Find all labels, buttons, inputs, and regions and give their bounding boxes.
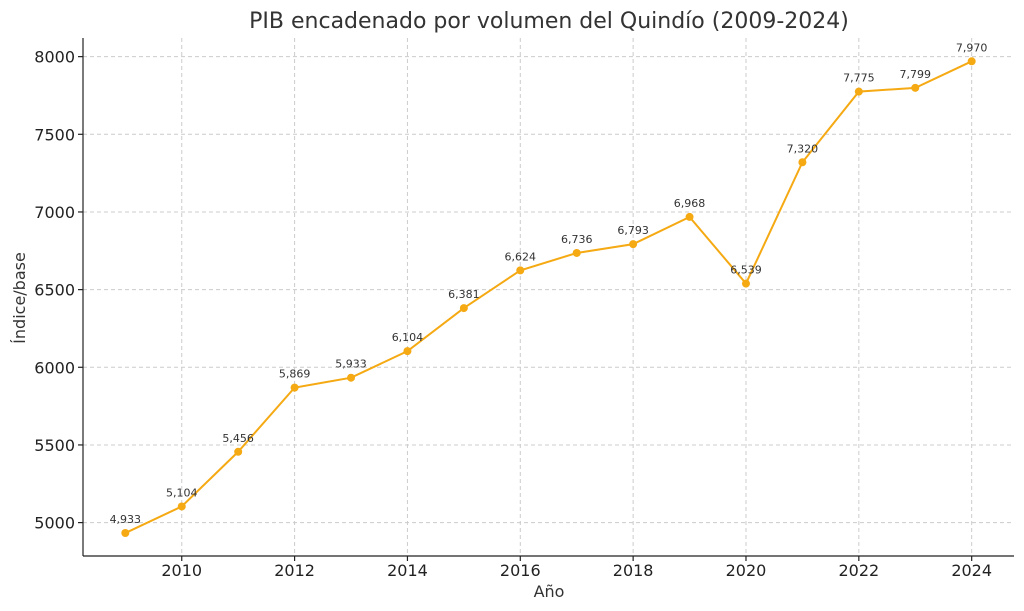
data-label: 6,736 [561, 233, 593, 246]
data-point [798, 158, 807, 167]
x-tick-label: 2024 [951, 561, 992, 580]
data-label: 4,933 [110, 513, 142, 526]
y-tick-label: 8000 [34, 48, 75, 67]
data-label: 7,799 [900, 68, 932, 81]
data-label: 6,104 [392, 331, 424, 344]
data-point [854, 87, 863, 96]
y-tick-label: 6500 [34, 281, 75, 300]
x-tick-label: 2016 [500, 561, 541, 580]
data-point [121, 529, 130, 538]
data-label: 6,539 [730, 264, 762, 277]
data-label: 5,456 [222, 432, 254, 445]
data-point [177, 502, 186, 511]
data-point [629, 240, 638, 249]
data-point [967, 57, 976, 66]
data-label: 6,968 [674, 197, 706, 210]
axes [82, 38, 1014, 557]
series [121, 57, 976, 538]
data-label: 5,869 [279, 368, 311, 381]
data-point [741, 279, 750, 288]
y-tick-label: 5000 [34, 514, 75, 533]
y-tick-label: 5500 [34, 436, 75, 455]
data-labels: 4,933 5,104 5,456 5,869 5,933 6,104 6,381 6,624… [110, 41, 988, 526]
y-tick-label: 7000 [34, 203, 75, 222]
chart-title: PIB encadenado por volumen del Quindío (… [249, 9, 849, 34]
data-point [347, 373, 356, 382]
y-tick-label: 7500 [34, 125, 75, 144]
data-point [911, 83, 920, 92]
data-point [685, 212, 694, 221]
data-point [572, 248, 581, 257]
series-line [124, 60, 973, 534]
data-label: 7,970 [956, 41, 988, 54]
x-tick-label: 2022 [838, 561, 879, 580]
data-point [290, 383, 299, 392]
y-tick-label: 6000 [34, 358, 75, 377]
data-point [234, 447, 243, 456]
x-tick-label: 2020 [726, 561, 767, 580]
x-tick-label: 2012 [274, 561, 315, 580]
data-label: 5,104 [166, 486, 198, 499]
x-tick-label: 2010 [161, 561, 202, 580]
grid [83, 38, 1014, 556]
data-point [516, 266, 525, 275]
data-label: 5,933 [335, 358, 367, 371]
data-label: 6,624 [505, 250, 537, 263]
data-point [403, 347, 412, 356]
y-axis-label: Índice/base [10, 252, 29, 344]
x-tick-label: 2018 [613, 561, 654, 580]
data-point [459, 304, 468, 313]
data-label: 6,793 [617, 224, 649, 237]
x-axis-label: Año [534, 582, 565, 601]
data-label: 7,320 [787, 142, 819, 155]
x-tick-label: 2014 [387, 561, 428, 580]
data-label: 6,381 [448, 288, 480, 301]
data-label: 7,775 [843, 72, 875, 85]
y-axis-ticks: 5000 5500 6000 6500 7000 7500 8000 [34, 48, 83, 533]
x-axis-ticks: 2010 2012 2014 2016 2018 2020 2022 2024 [161, 556, 992, 580]
